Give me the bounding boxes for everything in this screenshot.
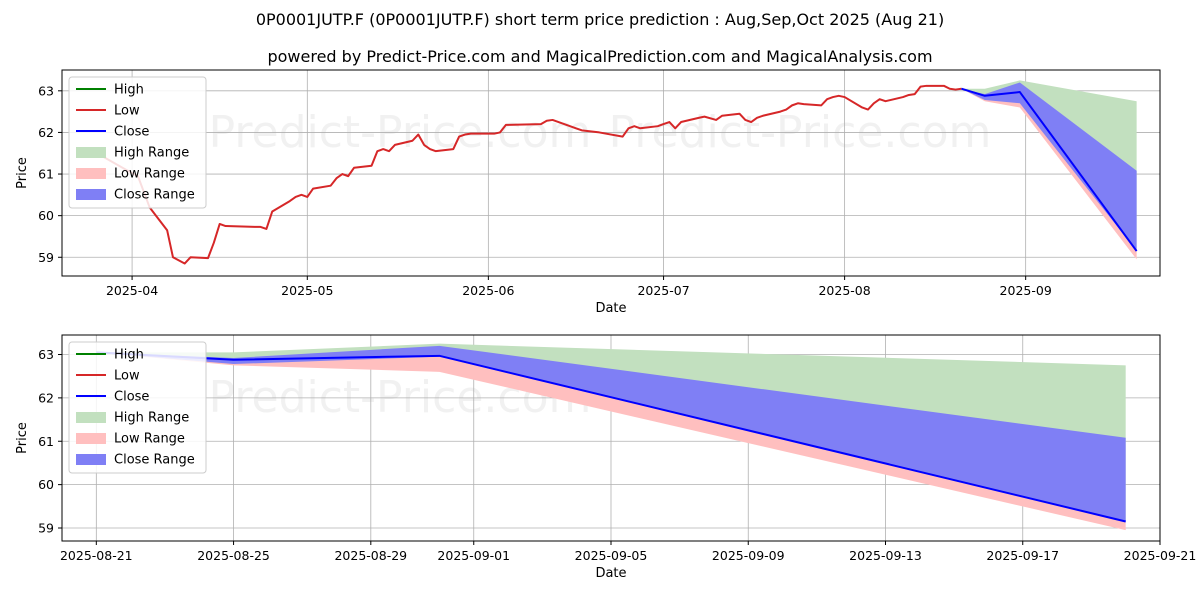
y-tick-label: 60 [38, 208, 54, 223]
legend-swatch-patch [76, 189, 106, 200]
y-tick-label: 62 [38, 125, 54, 140]
legend-swatch-patch [76, 168, 106, 179]
y-tick-label: 61 [38, 167, 54, 182]
legend-label: Low [114, 369, 140, 384]
y-axis-label: Price [15, 422, 30, 454]
x-tick-label: 2025-09-09 [712, 548, 785, 563]
y-tick-label: 61 [38, 434, 54, 449]
legend-swatch-patch [76, 412, 106, 423]
legend-label: Close Range [114, 453, 195, 468]
high-range-band [96, 343, 1126, 522]
legend-label: Low Range [114, 167, 185, 182]
x-tick-label: 2025-08 [818, 283, 870, 298]
axes-frame [61, 69, 1161, 277]
x-tick-label: 2025-04 [106, 283, 158, 298]
legend-label: High [114, 83, 144, 98]
legend-label: High Range [114, 411, 189, 426]
legend-label: High [114, 348, 144, 363]
x-tick-label: 2025-06 [462, 283, 514, 298]
y-axis-label: Price [15, 157, 30, 189]
legend-label: Low Range [114, 432, 185, 447]
legend-swatch-patch [76, 433, 106, 444]
y-tick-label: 60 [38, 477, 54, 492]
panel-top: Predict-Price.com Predict-Price.com2025-0… [15, 69, 1161, 316]
chart-title: 0P0001JUTP.F (0P0001JUTP.F) short term p… [256, 10, 944, 29]
legend-label: High Range [114, 146, 189, 161]
x-axis-label: Date [595, 301, 626, 316]
panel-bottom: Predict-Price.comPredict-Price.com2025-0… [15, 334, 1197, 581]
plot-area [96, 80, 1138, 265]
legend-swatch-patch [76, 454, 106, 465]
legend-label: Low [114, 104, 140, 119]
x-tick-label: 2025-08-25 [197, 548, 270, 563]
x-tick-label: 2025-05 [281, 283, 333, 298]
legend-label: Close [114, 390, 149, 405]
x-axis-label: Date [595, 566, 626, 581]
legend-swatch-patch [76, 147, 106, 158]
x-tick-label: 2025-08-21 [60, 548, 133, 563]
low-history-line [96, 84, 962, 265]
y-tick-label: 63 [38, 347, 54, 362]
x-tick-label: 2025-09-17 [986, 548, 1059, 563]
close-range-band [96, 345, 1126, 522]
y-tick-label: 63 [38, 83, 54, 98]
x-tick-label: 2025-09-05 [575, 548, 648, 563]
x-tick-label: 2025-09 [1000, 283, 1052, 298]
high-range-band [961, 80, 1137, 252]
x-tick-label: 2025-08-29 [334, 548, 407, 563]
close-range-band [961, 82, 1137, 252]
chart-subtitle: powered by Predict-Price.com and Magical… [267, 47, 932, 66]
x-tick-label: 2025-09-01 [437, 548, 510, 563]
legend-label: Close [114, 125, 149, 140]
x-tick-label: 2025-07 [637, 283, 689, 298]
y-tick-label: 62 [38, 390, 54, 405]
x-tick-label: 2025-09-21 [1124, 548, 1197, 563]
legend-label: Close Range [114, 188, 195, 203]
x-tick-label: 2025-09-13 [849, 548, 922, 563]
close-forecast-line [961, 87, 1138, 252]
y-tick-label: 59 [38, 250, 54, 265]
y-tick-label: 59 [38, 520, 54, 535]
